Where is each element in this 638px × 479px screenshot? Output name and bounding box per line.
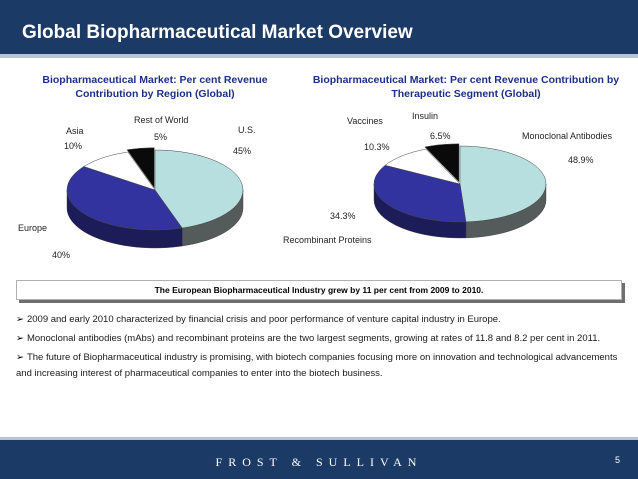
pie-slice-asia	[83, 151, 156, 191]
slice-label-recombinant-proteins: Recombinant Proteins	[283, 235, 372, 245]
bullet-item: ➢ The future of Biopharmaceutical industr…	[16, 350, 624, 382]
region-pie-chart	[66, 147, 244, 249]
footer-bar	[0, 440, 638, 479]
page-number: 5	[614, 455, 620, 465]
arrow-bullet-icon: ➢	[16, 352, 24, 363]
slice-label-rest-of-world: Rest of World	[134, 115, 189, 125]
arrow-bullet-icon: ➢	[16, 314, 24, 325]
slice-value-us: 45%	[233, 146, 252, 156]
slice-label-asia: Asia	[66, 126, 84, 136]
pie-slice-insulin	[424, 143, 460, 183]
segment-chart-title: Biopharmaceutical Market: Per cent Reven…	[312, 74, 620, 100]
slice-value-recombinant-proteins: 34.3%	[330, 211, 356, 221]
pie-slice-u-s-	[154, 149, 244, 229]
slice-value-monoclonal-antibodies: 48.9%	[568, 155, 594, 165]
slice-value-insulin: 6.5%	[430, 131, 451, 141]
slice-value-rest-of-world: 5%	[154, 132, 168, 142]
slice-value-vaccines: 10.3%	[364, 142, 390, 152]
pie-slice-recombinant-proteins	[373, 165, 467, 223]
bullet-item: ➢ Monoclonal antibodies (mAbs) and recomb…	[16, 331, 624, 347]
page-title: Global Biopharmaceutical Market Overview	[22, 22, 413, 43]
region-chart-title: Biopharmaceutical Market: Per cent Reven…	[42, 74, 268, 100]
slice-value-europe: 40%	[52, 250, 71, 260]
footer-brand: FROST & SULLIVAN	[215, 455, 423, 469]
slice-value-asia: 10%	[64, 141, 83, 151]
pie-slice-vaccines	[384, 148, 461, 185]
header-bar	[0, 0, 638, 54]
slice-label-monoclonal-antibodies: Monoclonal Antibodies	[522, 131, 613, 141]
header-divider	[0, 54, 638, 58]
arrow-bullet-icon: ➢	[16, 333, 24, 344]
bullet-list: ➢ 2009 and early 2010 characterized by fi…	[16, 312, 624, 385]
highlight-note-box: The European Biopharmaceutical Industry …	[16, 280, 622, 300]
pie-slice-monoclonal-antibodies	[459, 145, 547, 223]
footer-divider	[0, 437, 638, 440]
slice-label-europe: Europe	[18, 223, 48, 233]
bullet-item: ➢ 2009 and early 2010 characterized by fi…	[16, 312, 624, 328]
bullet-text: Monoclonal antibodies (mAbs) and recombi…	[26, 333, 601, 344]
bullet-text: 2009 and early 2010 characterized by fin…	[26, 314, 501, 325]
slice-label-insulin: Insulin	[412, 111, 439, 121]
slice-label-vaccines: Vaccines	[347, 116, 383, 126]
slice-label-us: U.S.	[238, 125, 256, 135]
highlight-note: The European Biopharmaceutical Industry …	[154, 285, 484, 295]
pie-slice-rest-of-world	[126, 147, 155, 189]
bullet-text: The future of Biopharmaceutical industry…	[16, 352, 618, 379]
pie-slice-europe	[66, 166, 183, 231]
segment-pie-chart	[373, 143, 547, 239]
